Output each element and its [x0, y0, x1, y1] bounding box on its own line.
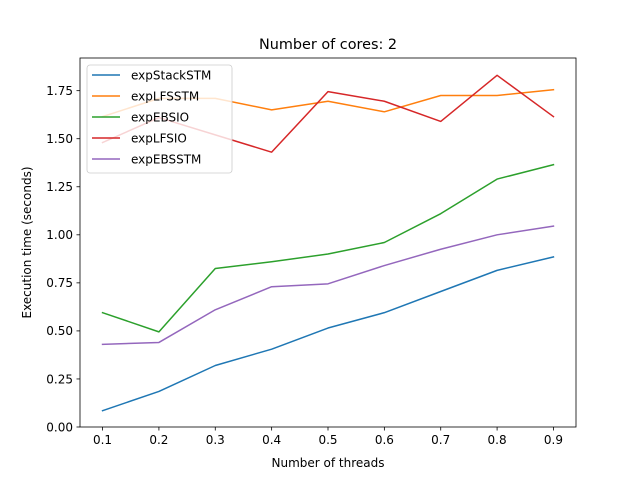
y-axis-label: Execution time (seconds) [20, 166, 34, 318]
x-tick-label: 0.1 [93, 433, 112, 447]
legend-box [86, 64, 233, 174]
chart-title: Number of cores: 2 [259, 37, 397, 53]
x-axis-ticks: 0.1 0.2 0.3 0.4 0.5 0.6 0.7 0.8 0.9 [93, 427, 563, 447]
x-tick-label: 0.8 [488, 433, 507, 447]
y-tick-label: 1.50 [46, 132, 73, 146]
legend-label: expLFSSTM [131, 89, 199, 103]
x-tick-label: 0.4 [262, 433, 281, 447]
x-tick-label: 0.3 [206, 433, 225, 447]
y-tick-label: 0.00 [46, 420, 73, 434]
legend-label: expEBSSTM [131, 152, 201, 166]
series-line-expEBSSTM [101, 225, 555, 346]
y-tick-label: 1.00 [46, 228, 73, 242]
x-axis-label: Number of threads [272, 456, 385, 470]
y-axis-ticks: 0.00 0.25 0.50 0.75 1.00 1.25 1.50 1.75 [46, 84, 80, 434]
legend: expStackSTM expLFSSTM expEBSIO expLFSIO expE… [86, 64, 233, 174]
legend-label: expStackSTM [131, 68, 211, 82]
y-tick-label: 0.75 [46, 276, 73, 290]
legend-label: expEBSIO [131, 110, 189, 124]
x-tick-label: 0.5 [318, 433, 337, 447]
series-line-expEBSIO [101, 163, 555, 333]
x-tick-label: 0.9 [544, 433, 563, 447]
x-tick-label: 0.6 [375, 433, 394, 447]
series-line-expStackSTM [101, 256, 555, 412]
legend-items: expStackSTM expLFSSTM expEBSIO expLFSIO expE… [92, 68, 211, 166]
x-tick-label: 0.2 [149, 433, 168, 447]
x-tick-label: 0.7 [431, 433, 450, 447]
y-tick-label: 1.25 [46, 180, 73, 194]
legend-label: expLFSIO [131, 131, 187, 145]
y-tick-label: 0.50 [46, 324, 73, 338]
y-tick-label: 1.75 [46, 84, 73, 98]
y-tick-label: 0.25 [46, 372, 73, 386]
